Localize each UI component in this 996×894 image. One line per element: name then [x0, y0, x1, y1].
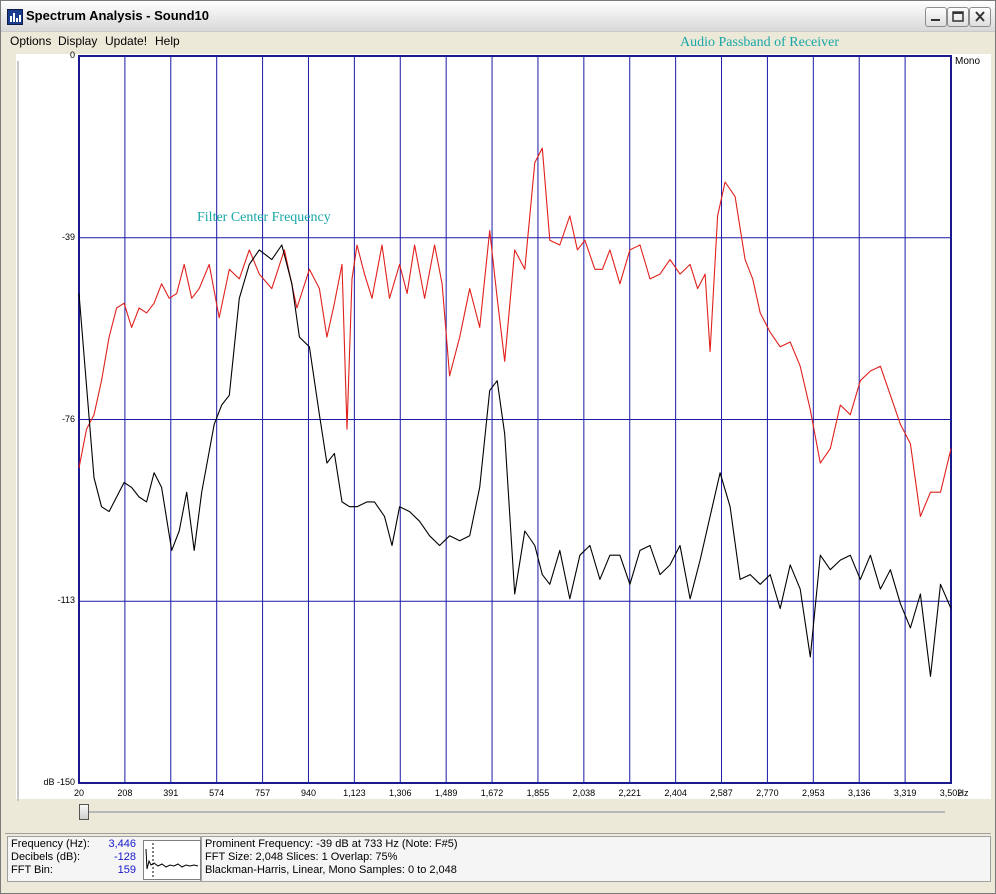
x-tick-label: 3,319 — [893, 788, 917, 798]
spectrum-chart[interactable] — [1, 1, 996, 801]
frequency-value: 3,446 — [108, 838, 136, 850]
passband-annotation: Audio Passband of Receiver — [680, 35, 840, 50]
cursor-readout: Frequency (Hz): 3,446 Decibels (dB): -12… — [7, 836, 201, 882]
x-tick-label: 2,221 — [618, 788, 641, 798]
frequency-label: Frequency (Hz): — [11, 838, 90, 850]
menu-display[interactable]: Display — [58, 34, 98, 48]
position-slider-track[interactable] — [79, 811, 945, 813]
y-tick-label: 0 — [69, 50, 75, 60]
close-button[interactable] — [969, 7, 991, 27]
x-tick-label: 1,489 — [434, 788, 458, 798]
x-tick-label: 2,038 — [572, 788, 596, 798]
maximize-button[interactable] — [947, 7, 969, 27]
minimize-button[interactable] — [925, 7, 947, 27]
close-icon — [975, 11, 985, 22]
series-line-0 — [78, 147, 952, 517]
fft-bin-label: FFT Bin: — [11, 864, 53, 876]
app-icon — [7, 9, 23, 25]
x-tick-label: 3,502 — [939, 788, 963, 798]
window-settings-text: Blackman-Harris, Linear, Mono Samples: 0… — [205, 864, 457, 876]
decibels-value: -128 — [113, 851, 136, 863]
minimize-icon — [931, 19, 940, 21]
x-tick-label: 940 — [300, 788, 316, 798]
menu-bar: Options Display Update! Help — [1, 32, 995, 51]
center-frequency-annotation: Filter Center Frequency — [197, 210, 331, 225]
x-tick-label: 1,123 — [343, 788, 366, 798]
y-tick-label: -76 — [61, 413, 75, 424]
x-tick-label: 574 — [209, 788, 225, 798]
x-unit-label: Hz — [957, 788, 969, 798]
channel-label: Mono — [955, 56, 981, 67]
x-tick-label: 2,404 — [664, 788, 687, 798]
menu-update[interactable]: Update! — [105, 34, 148, 48]
series-line-1 — [78, 244, 952, 677]
x-tick-label: 757 — [255, 788, 271, 798]
x-tick-label: 208 — [117, 788, 133, 798]
x-tick-label: 2,953 — [802, 788, 825, 798]
x-tick-label: 1,855 — [526, 788, 550, 798]
x-tick-label: 2,770 — [756, 788, 779, 798]
y-tick-label: dB -150 — [43, 777, 75, 787]
y-tick-label: -113 — [57, 595, 75, 606]
x-tick-label: 391 — [163, 788, 179, 798]
fft-bin-value: 159 — [117, 864, 136, 876]
menu-options[interactable]: Options — [10, 34, 52, 48]
window-title: Spectrum Analysis - Sound10 — [26, 8, 210, 23]
x-tick-label: 3,136 — [847, 788, 871, 798]
mini-spectrum-preview[interactable] — [143, 840, 201, 880]
x-tick-label: 1,306 — [388, 788, 412, 798]
analysis-info: Prominent Frequency: -39 dB at 733 Hz (N… — [201, 836, 991, 882]
x-tick-label: 1,672 — [480, 788, 504, 798]
x-tick-label: 20 — [73, 788, 84, 798]
menu-help[interactable]: Help — [155, 34, 180, 48]
y-tick-label: -39 — [61, 231, 75, 242]
position-slider-thumb[interactable] — [79, 804, 89, 820]
title-bar[interactable]: Spectrum Analysis - Sound10 — [1, 1, 995, 32]
maximize-icon — [952, 11, 964, 22]
decibels-label: Decibels (dB): — [11, 851, 81, 863]
vertical-scrollbar[interactable] — [17, 61, 19, 801]
prominent-frequency-text: Prominent Frequency: -39 dB at 733 Hz (N… — [205, 838, 458, 850]
fft-settings-text: FFT Size: 2,048 Slices: 1 Overlap: 75% — [205, 851, 398, 863]
x-tick-label: 2,587 — [710, 788, 733, 798]
status-panel: Frequency (Hz): 3,446 Decibels (dB): -12… — [5, 833, 991, 884]
